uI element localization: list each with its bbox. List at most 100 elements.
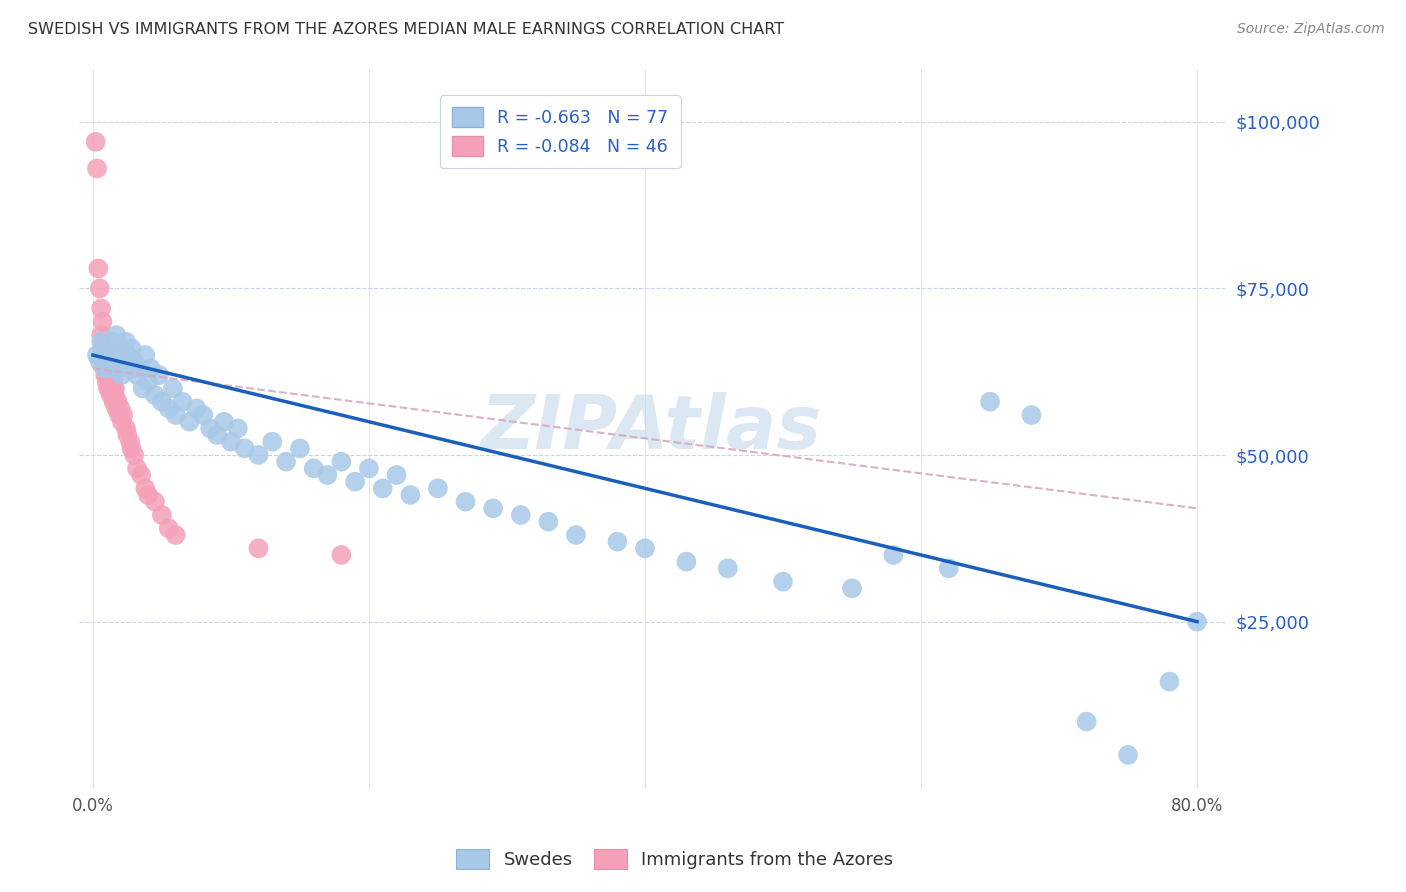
Point	[1021, 408, 1043, 422]
Point	[103, 394, 125, 409]
Point	[101, 361, 124, 376]
Point	[162, 381, 184, 395]
Point	[104, 388, 127, 402]
Point	[86, 348, 108, 362]
Point	[302, 461, 325, 475]
Point	[100, 375, 122, 389]
Point	[454, 494, 477, 508]
Point	[93, 355, 115, 369]
Point	[938, 561, 960, 575]
Text: Source: ZipAtlas.com: Source: ZipAtlas.com	[1237, 22, 1385, 37]
Point	[198, 421, 221, 435]
Point	[86, 161, 108, 176]
Point	[1159, 674, 1181, 689]
Point	[537, 515, 560, 529]
Point	[979, 394, 1001, 409]
Point	[247, 541, 270, 556]
Point	[136, 375, 159, 389]
Point	[90, 334, 112, 349]
Point	[675, 555, 697, 569]
Point	[105, 401, 128, 416]
Text: SWEDISH VS IMMIGRANTS FROM THE AZORES MEDIAN MALE EARNINGS CORRELATION CHART: SWEDISH VS IMMIGRANTS FROM THE AZORES ME…	[28, 22, 785, 37]
Point	[122, 355, 145, 369]
Point	[108, 408, 131, 422]
Point	[186, 401, 208, 416]
Point	[129, 468, 152, 483]
Point	[274, 455, 297, 469]
Point	[772, 574, 794, 589]
Point	[122, 448, 145, 462]
Point	[565, 528, 588, 542]
Point	[143, 494, 166, 508]
Point	[96, 361, 118, 376]
Point	[105, 328, 128, 343]
Point	[212, 415, 235, 429]
Point	[330, 455, 353, 469]
Point	[1185, 615, 1208, 629]
Point	[112, 408, 135, 422]
Point	[247, 448, 270, 462]
Point	[101, 381, 124, 395]
Point	[90, 328, 112, 343]
Point	[482, 501, 505, 516]
Point	[108, 361, 131, 376]
Point	[399, 488, 422, 502]
Point	[165, 528, 187, 542]
Point	[110, 348, 132, 362]
Point	[120, 434, 142, 449]
Point	[1076, 714, 1098, 729]
Point	[172, 394, 194, 409]
Point	[882, 548, 904, 562]
Point	[357, 461, 380, 475]
Point	[117, 348, 139, 362]
Point	[606, 534, 628, 549]
Point	[89, 281, 111, 295]
Point	[157, 521, 180, 535]
Point	[165, 408, 187, 422]
Point	[100, 348, 122, 362]
Point	[98, 381, 121, 395]
Point	[330, 548, 353, 562]
Point	[89, 355, 111, 369]
Point	[94, 342, 117, 356]
Point	[139, 361, 162, 376]
Point	[115, 334, 138, 349]
Point	[94, 368, 117, 382]
Point	[157, 401, 180, 416]
Point	[205, 428, 228, 442]
Point	[136, 488, 159, 502]
Point	[262, 434, 284, 449]
Point	[426, 481, 449, 495]
Point	[371, 481, 394, 495]
Point	[717, 561, 740, 575]
Point	[100, 388, 122, 402]
Point	[634, 541, 657, 556]
Point	[93, 348, 115, 362]
Point	[179, 415, 201, 429]
Point	[125, 461, 148, 475]
Point	[103, 375, 125, 389]
Point	[120, 361, 142, 376]
Point	[107, 342, 129, 356]
Point	[96, 348, 118, 362]
Point	[111, 415, 134, 429]
Point	[226, 421, 249, 435]
Point	[97, 368, 120, 382]
Point	[1116, 747, 1139, 762]
Point	[91, 342, 114, 356]
Legend: Swedes, Immigrants from the Azores: Swedes, Immigrants from the Azores	[447, 839, 903, 879]
Point	[87, 261, 110, 276]
Point	[233, 442, 256, 456]
Point	[103, 334, 125, 349]
Point	[104, 355, 127, 369]
Point	[91, 315, 114, 329]
Point	[94, 361, 117, 376]
Point	[344, 475, 367, 489]
Point	[193, 408, 215, 422]
Point	[97, 355, 120, 369]
Point	[134, 481, 156, 495]
Point	[121, 442, 143, 456]
Legend: R = -0.663   N = 77, R = -0.084   N = 46: R = -0.663 N = 77, R = -0.084 N = 46	[440, 95, 681, 169]
Point	[150, 508, 173, 522]
Point	[385, 468, 408, 483]
